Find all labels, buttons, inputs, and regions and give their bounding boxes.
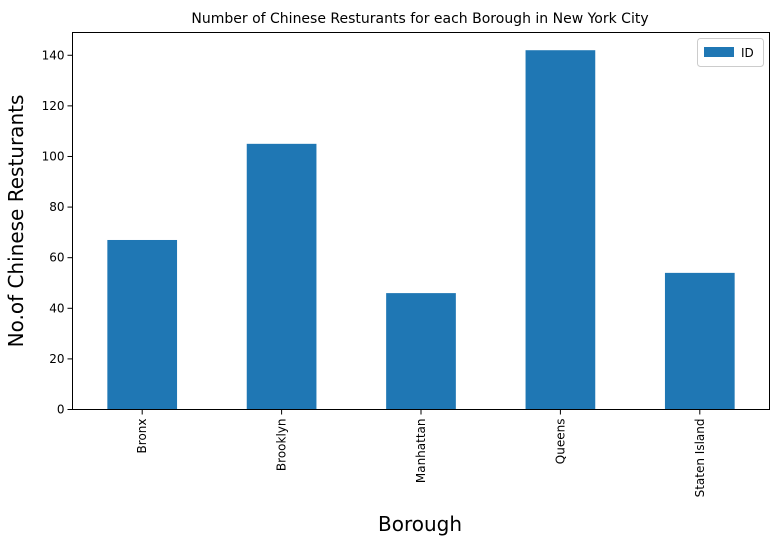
chart-title: Number of Chinese Resturants for each Bo… (191, 11, 648, 27)
x-tick-label: Staten Island (693, 419, 707, 498)
legend: ID (697, 38, 764, 67)
y-tick-label: 120 (42, 99, 65, 113)
bar-manhattan (386, 293, 456, 410)
y-tick-label: 140 (42, 48, 65, 62)
bar-series (107, 50, 735, 410)
plot-frame (72, 32, 770, 410)
y-tick-label: 60 (49, 251, 64, 265)
x-tick-label: Bronx (135, 419, 149, 454)
bar-brooklyn (246, 143, 317, 410)
y-tick-label: 80 (49, 200, 64, 214)
y-tick-label: 40 (49, 301, 64, 315)
y-axis-label: No.of Chinese Resturants (4, 95, 28, 348)
x-tick-label: Queens (553, 419, 567, 465)
y-axis-ticks: 0 20 40 60 80 100 120 140 (42, 48, 73, 417)
y-tick-label: 0 (57, 403, 65, 417)
bar-queens (525, 50, 596, 410)
bar-staten-island (664, 272, 735, 410)
x-tick-label: Manhattan (414, 419, 428, 484)
y-tick-label: 20 (49, 352, 64, 366)
bar-bronx (107, 239, 178, 410)
legend-swatch (704, 47, 734, 57)
x-axis-label: Borough (378, 512, 462, 536)
x-tick-label: Brooklyn (275, 419, 289, 472)
y-tick-label: 100 (42, 149, 65, 163)
legend-label: ID (741, 46, 754, 60)
x-axis-ticks: Bronx Brooklyn Manhattan Queens Staten Islan… (135, 409, 707, 498)
